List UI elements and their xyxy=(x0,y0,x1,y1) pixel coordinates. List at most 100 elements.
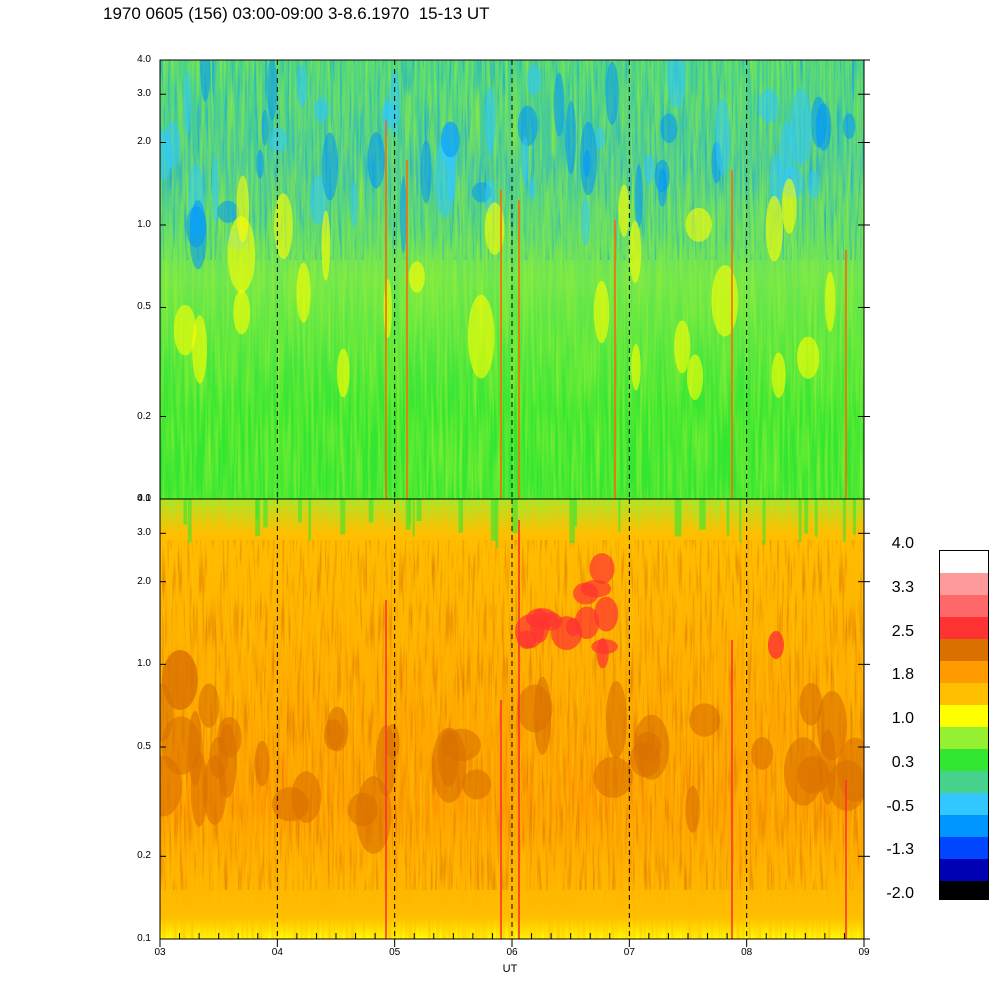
colorbar-cell xyxy=(940,837,988,859)
colorbar-label: -0.5 xyxy=(886,797,914,815)
upper-patch xyxy=(420,140,432,204)
upper-patch xyxy=(383,96,390,139)
y-tick-label: 0.2 xyxy=(137,850,151,862)
y-tick-label: 2.0 xyxy=(137,136,151,148)
colorbar-cell xyxy=(940,881,988,899)
lower-patch xyxy=(490,499,497,541)
lower-patch xyxy=(569,499,575,544)
lower-patch xyxy=(739,499,742,543)
upper-patch xyxy=(517,105,538,147)
upper-patch xyxy=(565,100,577,175)
upper-patch xyxy=(526,64,542,95)
upper-patch xyxy=(595,126,605,150)
y-tick-label: 0.5 xyxy=(137,741,151,753)
lower-patch xyxy=(799,682,823,726)
lower-patch xyxy=(217,723,237,798)
lower-patch xyxy=(183,499,188,525)
upper-patch xyxy=(211,155,219,223)
lower-patch xyxy=(804,499,809,534)
upper-patch xyxy=(173,304,197,356)
colorbar xyxy=(939,550,989,900)
upper-patch xyxy=(485,86,496,157)
colorbar-cell xyxy=(940,595,988,617)
upper-patch xyxy=(581,197,591,247)
lower-patch xyxy=(458,499,464,533)
colorbar-label: 1.8 xyxy=(891,666,914,684)
upper-patch xyxy=(408,261,425,293)
y-tick-label: 0.2 xyxy=(137,410,151,422)
upper-patch xyxy=(192,315,208,384)
lower-patch xyxy=(589,553,615,585)
upper-patch xyxy=(770,154,783,206)
y-tick-label: 3.0 xyxy=(137,88,151,100)
y-tick-label: 4.0 xyxy=(137,54,151,65)
upper-patch xyxy=(660,113,678,143)
upper-patch xyxy=(189,200,207,270)
upper-patch xyxy=(367,132,385,189)
upper-patch xyxy=(711,265,739,337)
upper-panel-patches xyxy=(160,60,856,499)
upper-patch xyxy=(274,193,293,259)
upper-patch xyxy=(484,202,505,255)
lower-patch xyxy=(254,740,270,787)
upper-patch xyxy=(383,279,392,339)
lower-patch xyxy=(517,630,537,649)
lower-patch xyxy=(768,631,784,659)
axes-overlay xyxy=(159,59,870,947)
upper-patch xyxy=(781,178,797,234)
x-tick-label: 08 xyxy=(741,947,753,958)
lower-patch xyxy=(190,751,208,828)
colorbar-cell xyxy=(940,705,988,727)
colorbar-label: -2.0 xyxy=(886,885,914,902)
upper-patch xyxy=(631,343,641,391)
lower-patch xyxy=(751,737,774,770)
upper-patch xyxy=(715,97,730,176)
colorbar-cell xyxy=(940,727,988,749)
upper-patch xyxy=(217,200,239,223)
lower-patch xyxy=(530,608,550,643)
lower-patch xyxy=(819,729,837,805)
upper-patch xyxy=(579,121,597,196)
lower-patch xyxy=(160,755,183,817)
upper-patch xyxy=(528,177,536,201)
y-tick-label: 0.1 xyxy=(137,493,151,504)
upper-patch xyxy=(553,72,565,137)
upper-patch xyxy=(605,61,619,125)
upper-patch xyxy=(440,121,460,158)
colorbar-label: 4.0 xyxy=(891,535,914,552)
upper-patch xyxy=(521,137,529,186)
lower-patch xyxy=(495,499,499,548)
lower-patch xyxy=(162,650,198,710)
x-axis-label: UT xyxy=(502,963,518,975)
colorbar-cell xyxy=(940,551,988,573)
lower-patch xyxy=(347,792,378,827)
upper-patch xyxy=(256,149,264,179)
lower-patch xyxy=(593,756,633,799)
colorbar-cell xyxy=(940,661,988,683)
lower-patch xyxy=(798,499,802,542)
y-tick-label: 4.0 xyxy=(137,493,151,504)
lower-patch xyxy=(762,499,766,545)
upper-patch xyxy=(758,88,779,123)
lower-patch xyxy=(591,639,618,655)
lower-patch xyxy=(842,499,846,542)
lower-patch xyxy=(685,785,700,833)
upper-patch xyxy=(296,64,307,108)
upper-patch xyxy=(261,109,269,146)
upper-patch xyxy=(309,175,327,226)
x-tick-label: 09 xyxy=(858,947,870,958)
upper-patch xyxy=(618,184,630,237)
y-tick-label: 0.1 xyxy=(137,933,151,944)
colorbar-label: 2.5 xyxy=(891,622,914,640)
lower-patch xyxy=(605,680,628,759)
upper-patch xyxy=(815,103,832,151)
y-tick-label: 1.0 xyxy=(137,218,151,230)
lower-patch xyxy=(594,596,619,632)
upper-patch xyxy=(400,176,407,254)
colorbar-cell xyxy=(940,815,988,837)
lower-patch xyxy=(308,499,312,541)
colorbar-cell xyxy=(940,771,988,793)
upper-patch xyxy=(685,207,712,242)
upper-patch xyxy=(686,354,704,400)
colorbar-cell xyxy=(940,573,988,595)
